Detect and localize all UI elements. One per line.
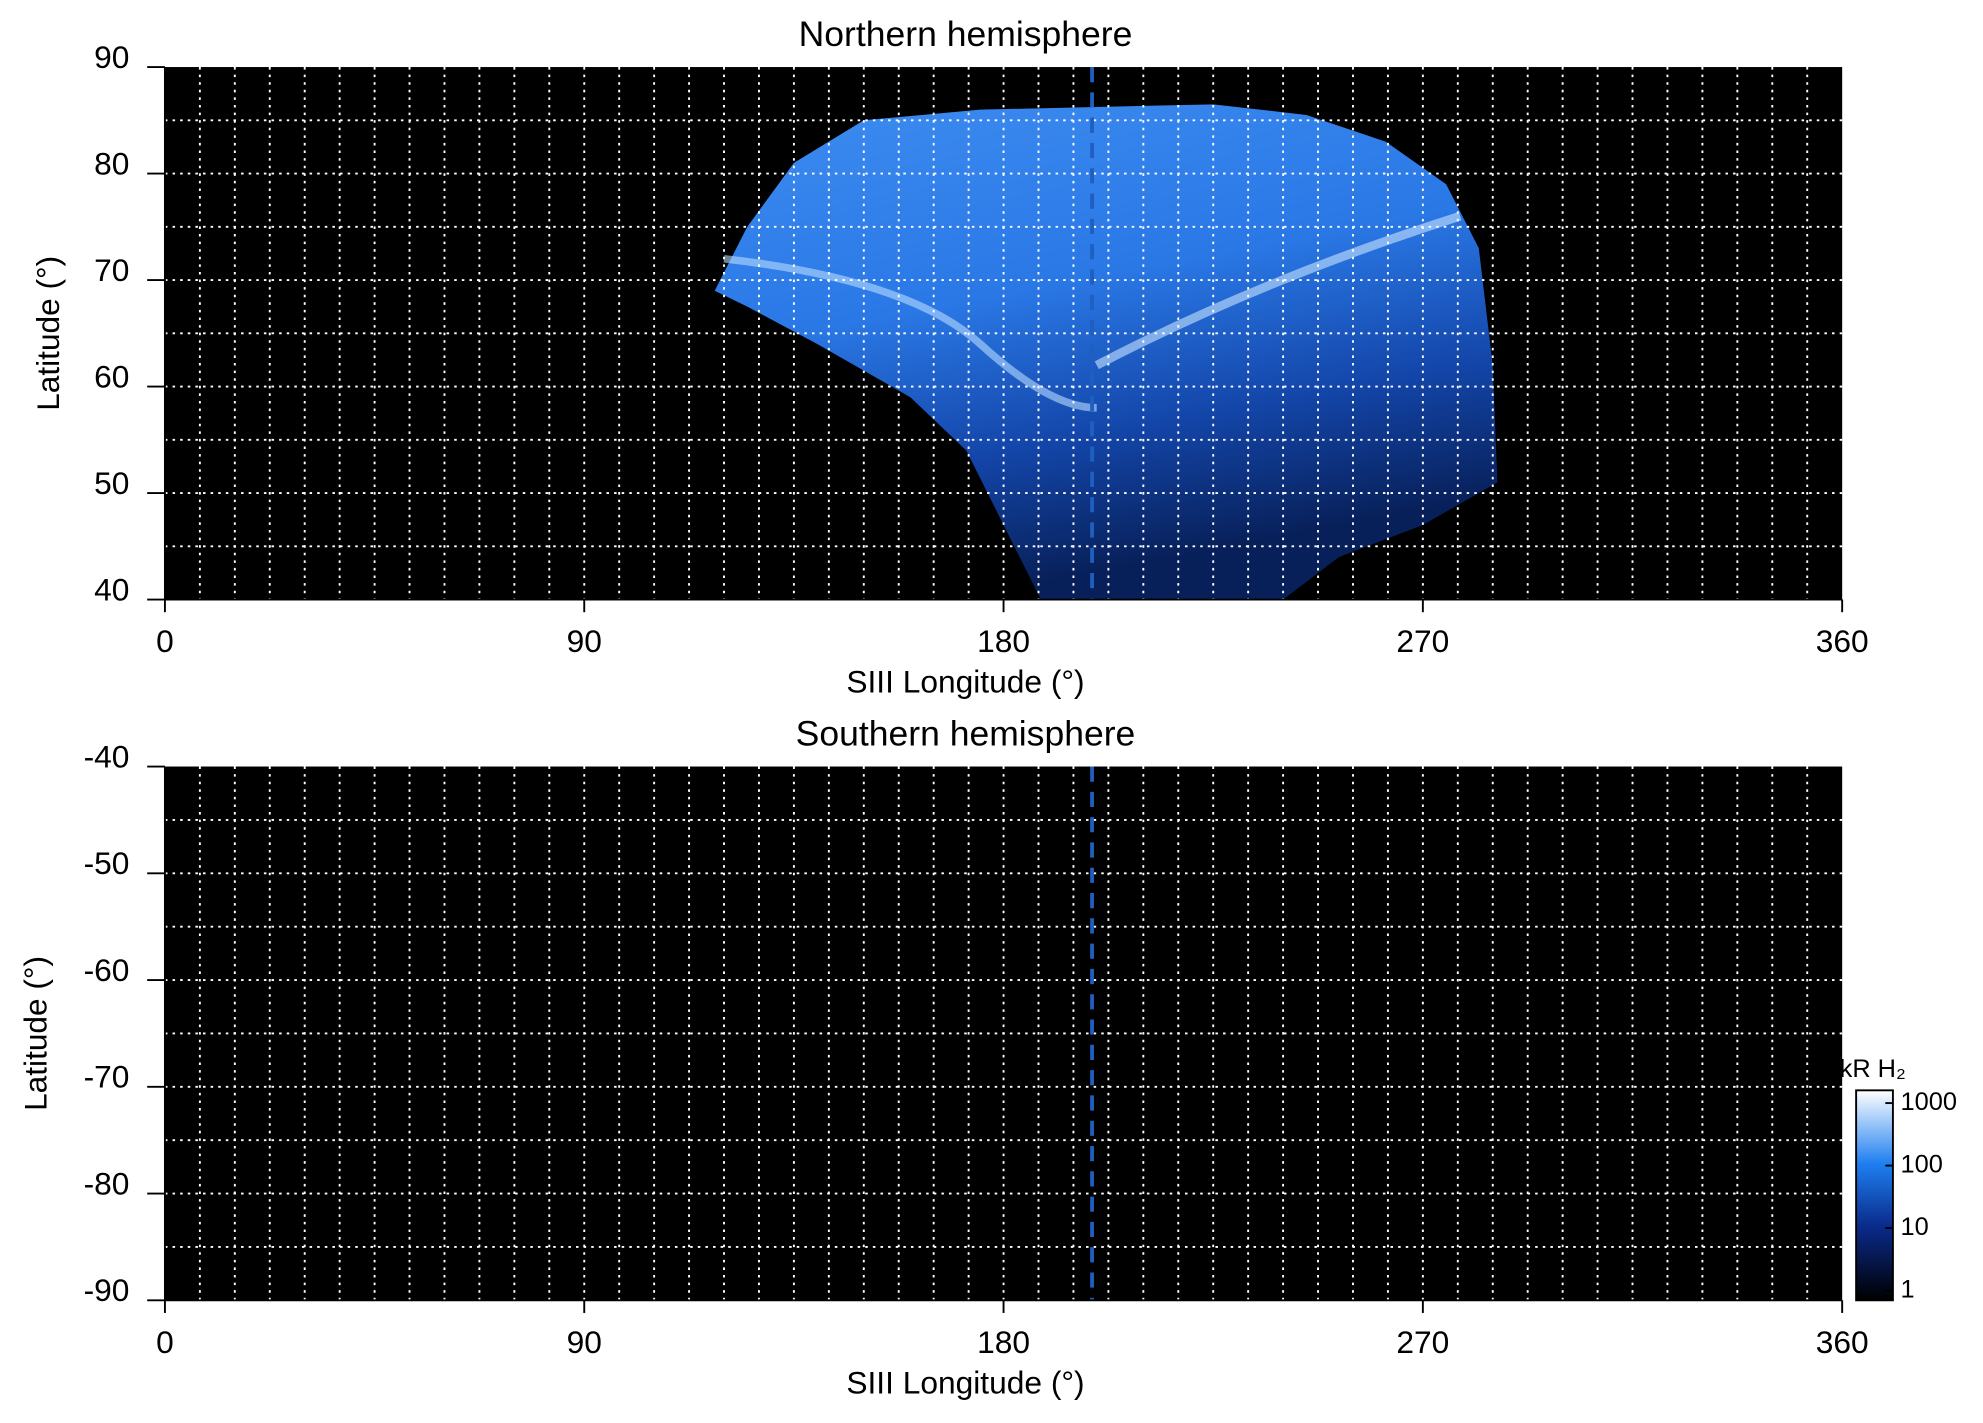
colorbar-tick-label: 10 bbox=[1901, 1213, 1929, 1241]
x-tick-label: 0 bbox=[156, 1324, 174, 1360]
y-tick-label: -80 bbox=[84, 1165, 130, 1201]
y-tick-label: 50 bbox=[94, 465, 129, 501]
x-tick-label: 90 bbox=[567, 1324, 602, 1360]
y-tick-label: 80 bbox=[94, 145, 129, 181]
y-tick-label: 70 bbox=[94, 252, 129, 288]
emission-arc bbox=[1094, 211, 1462, 370]
y-tick-label: -50 bbox=[84, 845, 130, 881]
chart-title: Southern hemisphere bbox=[796, 714, 1136, 754]
x-tick-label: 180 bbox=[977, 623, 1030, 659]
x-tick-label: 360 bbox=[1816, 623, 1869, 659]
y-tick-label: 90 bbox=[94, 39, 129, 75]
colorbar-tick-label: 100 bbox=[1901, 1150, 1943, 1178]
x-tick-label: 360 bbox=[1816, 1324, 1869, 1360]
y-axis-label: Latitude (°) bbox=[30, 256, 66, 411]
chart-title: Northern hemisphere bbox=[799, 14, 1133, 54]
y-tick-label: 40 bbox=[94, 571, 129, 607]
x-tick-label: 90 bbox=[567, 623, 602, 659]
colorbar-label: kR H₂ bbox=[1840, 1055, 1906, 1083]
y-axis-label: Latitude (°) bbox=[17, 956, 53, 1111]
y-tick-label: -90 bbox=[84, 1272, 130, 1308]
colorbar bbox=[1855, 1089, 1894, 1302]
emission-arc bbox=[723, 254, 1097, 412]
x-tick-label: 270 bbox=[1396, 1324, 1449, 1360]
colorbar-tick-label: 1 bbox=[1901, 1275, 1915, 1303]
x-axis-label: SIII Longitude (°) bbox=[846, 1364, 1084, 1400]
y-tick-label: -60 bbox=[84, 952, 130, 988]
emission-region bbox=[714, 104, 1498, 600]
y-tick-label: -40 bbox=[84, 738, 130, 774]
y-tick-label: 60 bbox=[94, 358, 129, 394]
y-tick-label: -70 bbox=[84, 1059, 130, 1095]
colorbar-tick-label: 1000 bbox=[1901, 1088, 1957, 1116]
x-tick-label: 0 bbox=[156, 623, 174, 659]
x-axis-label: SIII Longitude (°) bbox=[846, 664, 1084, 700]
x-tick-label: 270 bbox=[1396, 623, 1449, 659]
x-tick-label: 180 bbox=[977, 1324, 1030, 1360]
